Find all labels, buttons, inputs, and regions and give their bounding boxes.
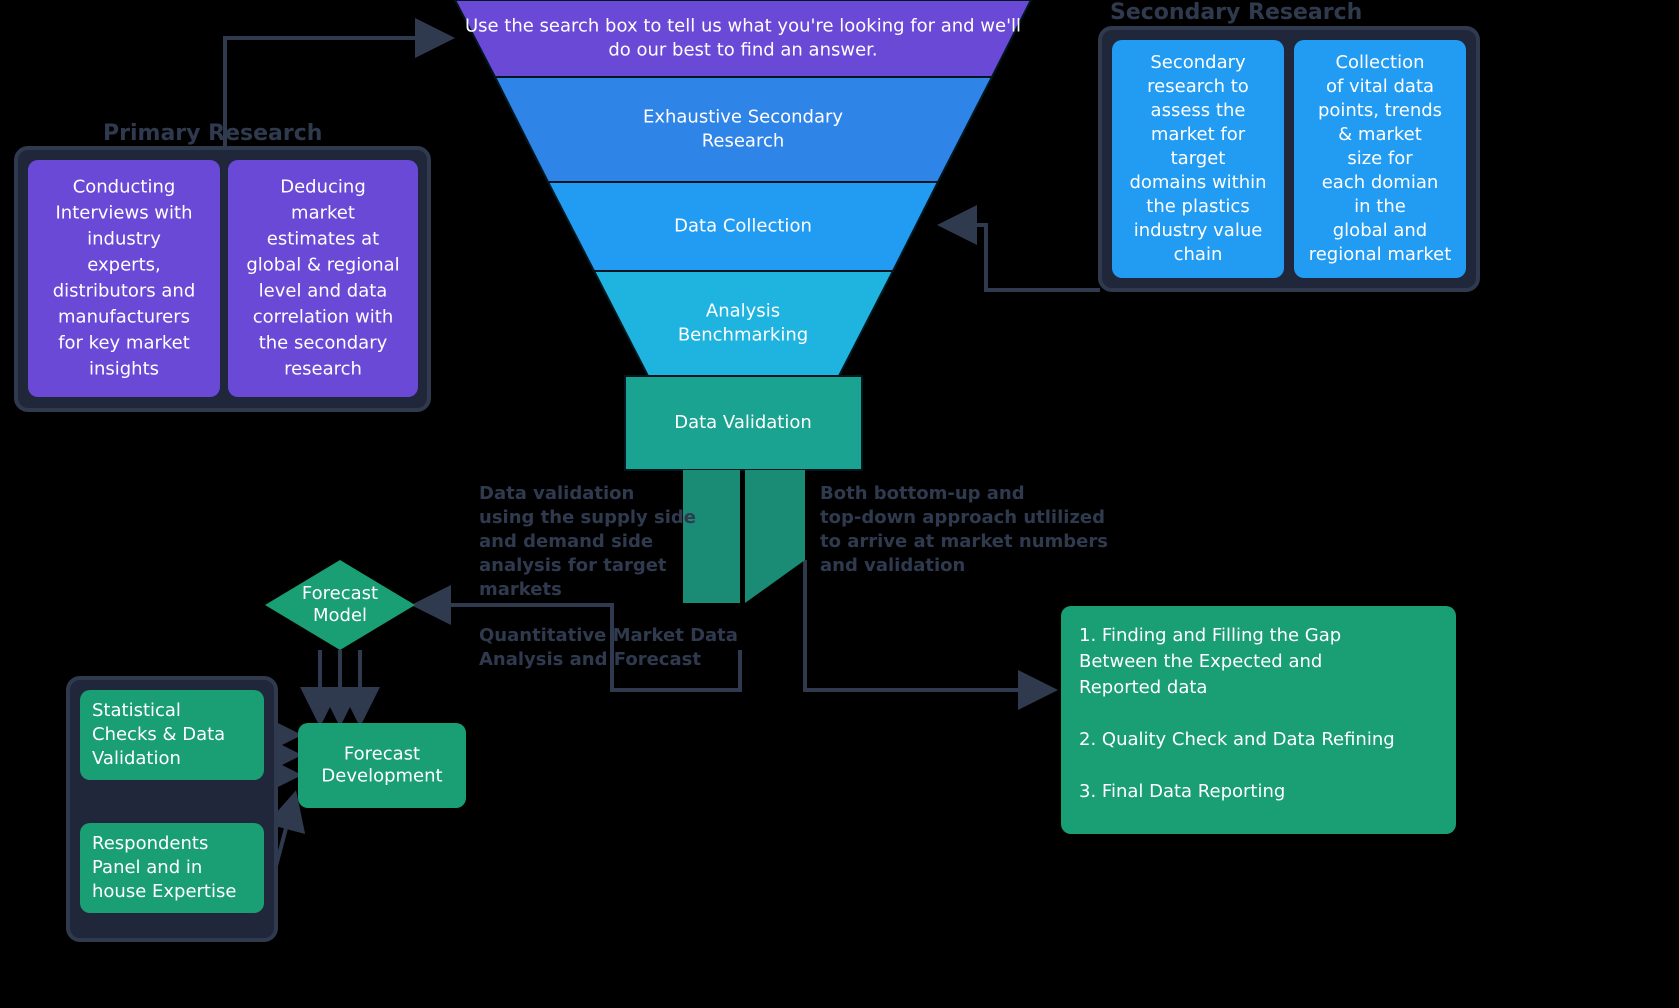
funnel-stage-label: Data Validation [674, 412, 812, 433]
card-text: regional market [1309, 244, 1452, 265]
card-text: target [1171, 148, 1226, 169]
card-text: Interviews with [56, 203, 193, 224]
card-text: industry value [1134, 220, 1263, 241]
side-note: and validation [820, 555, 965, 576]
card-text: assess the [1151, 100, 1246, 121]
card-text: Secondary [1150, 52, 1246, 73]
card-text: chain [1174, 244, 1223, 265]
report-line: 3. Final Data Reporting [1079, 781, 1285, 802]
funnel-stage-label: Analysis [706, 301, 780, 322]
card-text: estimates at [267, 229, 379, 250]
card-text: each domian [1322, 172, 1439, 193]
funnel-stage-label: Use the search box to tell us what you'r… [465, 16, 1021, 37]
funnel-stage [594, 271, 893, 376]
card-text: manufacturers [58, 307, 190, 328]
side-note: Data validation [479, 483, 634, 504]
card-text: & market [1338, 124, 1422, 145]
card-text: Checks & Data [92, 724, 225, 745]
funnel-spout-left [683, 470, 740, 603]
card-text: distributors and [53, 281, 196, 302]
funnel-stage-label: Data Collection [674, 216, 812, 237]
card-text: industry [87, 229, 161, 250]
card-text: Conducting [73, 177, 176, 198]
arrow [276, 798, 294, 866]
card-text: domains within [1129, 172, 1266, 193]
card-text: the secondary [259, 333, 388, 354]
report-line: Between the Expected and [1079, 651, 1322, 672]
arrow [805, 560, 1050, 690]
forecast-dev-label: Development [321, 766, 442, 787]
card-text: global and [1333, 220, 1427, 241]
report-line: 2. Quality Check and Data Refining [1079, 729, 1395, 750]
side-note: using the supply side [479, 507, 696, 528]
card-text: Collection [1335, 52, 1424, 73]
card-text: the plastics [1146, 196, 1249, 217]
side-note: and demand side [479, 531, 653, 552]
card-text: research [284, 359, 362, 380]
arrow [945, 225, 1100, 290]
side-note: Analysis and Forecast [479, 649, 701, 670]
card-text: Statistical [92, 700, 181, 721]
card-text: experts, [87, 255, 160, 276]
card-text: research to [1147, 76, 1249, 97]
forecast-model-label: Forecast [302, 583, 378, 604]
funnel-stage-label: do our best to find an answer. [608, 40, 877, 61]
funnel-stage [495, 77, 992, 182]
card-text: Validation [92, 748, 181, 769]
card-text: Respondents [92, 833, 208, 854]
funnel-stage-label: Research [702, 131, 785, 152]
primary-research-title: Primary Research [103, 121, 322, 146]
side-note: markets [479, 579, 562, 600]
side-note: to arrive at market numbers [820, 531, 1108, 552]
secondary-research-title: Secondary Research [1110, 0, 1362, 25]
funnel-stage-label: Benchmarking [678, 325, 808, 346]
card-text: Panel and in [92, 857, 202, 878]
report-line: 1. Finding and Filling the Gap [1079, 625, 1341, 646]
funnel-spout-right [745, 470, 805, 603]
card-text: of vital data [1326, 76, 1434, 97]
card-text: for key market [58, 333, 190, 354]
diagram-canvas: Use the search box to tell us what you'r… [0, 0, 1679, 1008]
card-text: global & regional [246, 255, 399, 276]
card-text: market for [1151, 124, 1246, 145]
side-note: Both bottom-up and [820, 483, 1025, 504]
card-text: level and data [259, 281, 388, 302]
side-note: Quantitative Market Data [479, 625, 738, 646]
funnel-stage [455, 0, 1031, 77]
side-note: top-down approach utlilized [820, 507, 1105, 528]
forecast-dev-label: Forecast [344, 744, 420, 765]
card-text: Deducing [280, 177, 366, 198]
side-note: analysis for target [479, 555, 667, 576]
card-text: correlation with [253, 307, 394, 328]
card-text: market [291, 203, 355, 224]
card-text: insights [89, 359, 159, 380]
card-text: in the [1354, 196, 1406, 217]
card-text: house Expertise [92, 881, 236, 902]
funnel-stage-label: Exhaustive Secondary [643, 107, 843, 128]
arrow [419, 605, 740, 690]
report-line: Reported data [1079, 677, 1207, 698]
forecast-model-label: Model [313, 605, 367, 626]
card-text: points, trends [1318, 100, 1442, 121]
card-text: size for [1347, 148, 1413, 169]
